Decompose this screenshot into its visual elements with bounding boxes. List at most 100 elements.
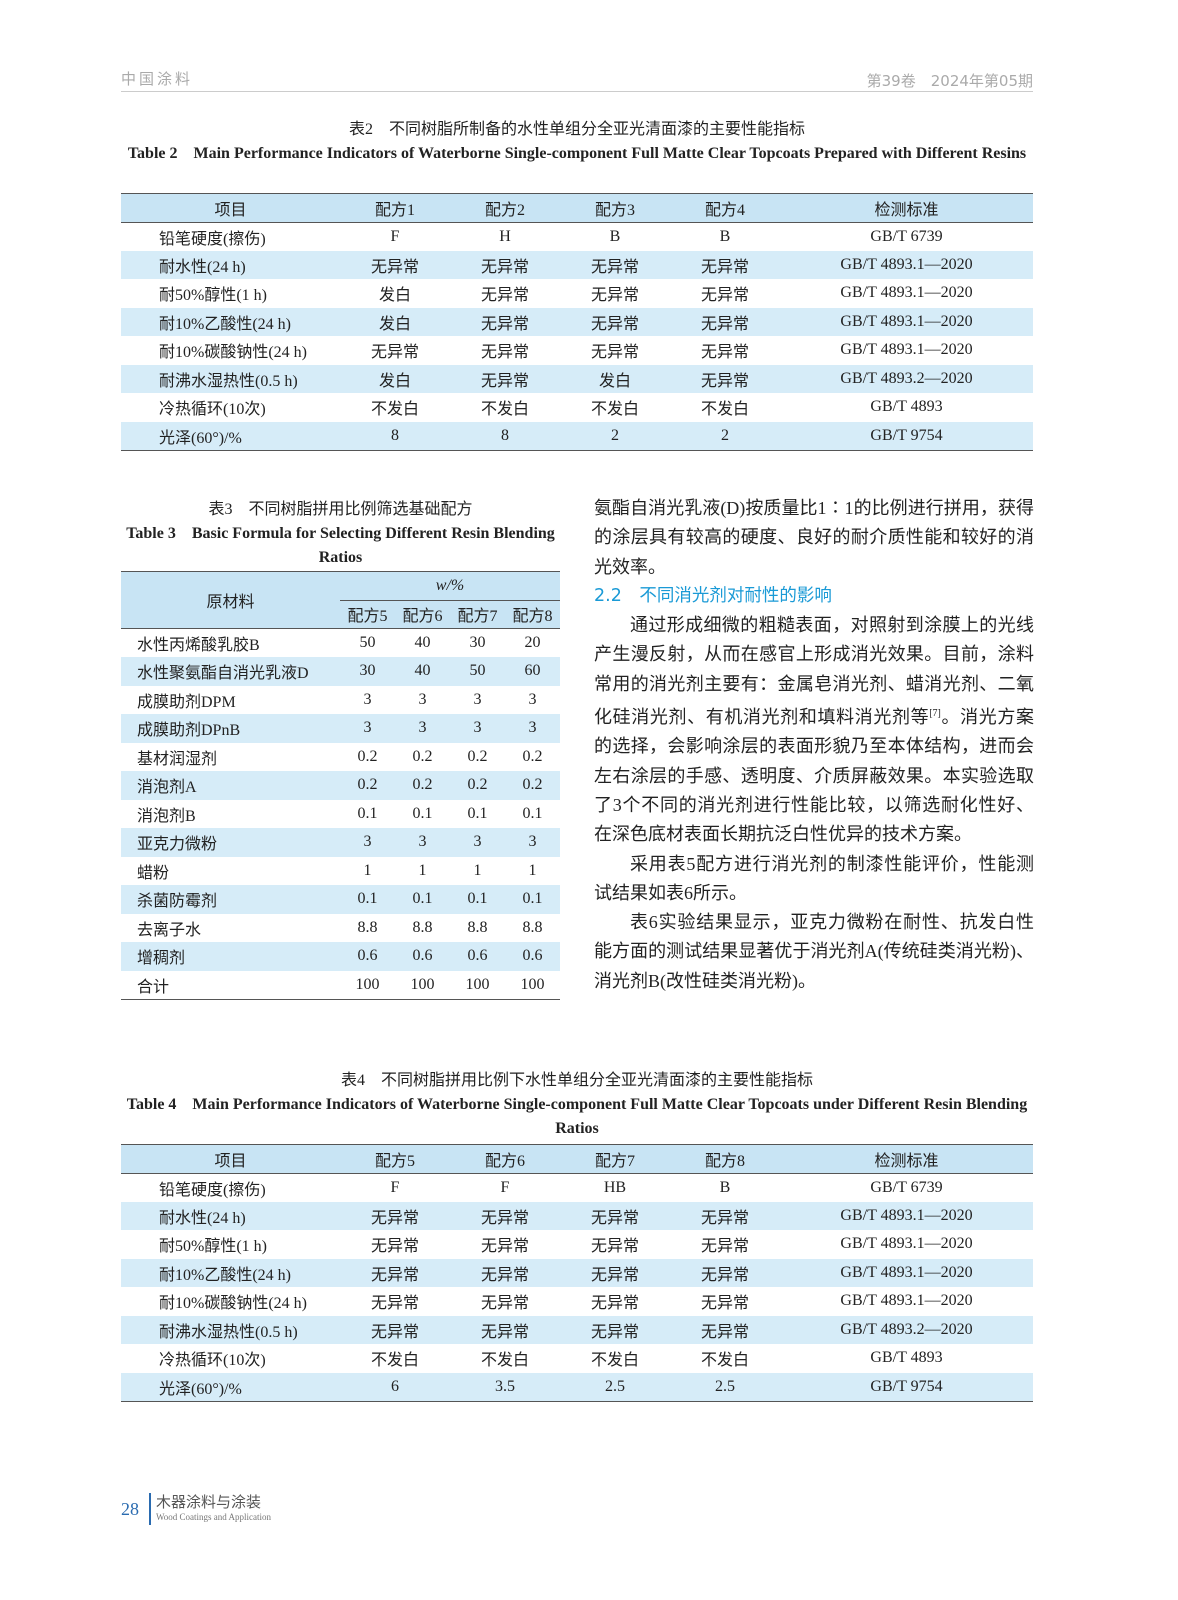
citation[interactable]: [7]: [929, 708, 941, 720]
row-label: 冷热循环(10次): [159, 1352, 266, 1370]
row-label: 光泽(60°)/%: [159, 1380, 242, 1398]
table-cell: 50: [359, 634, 376, 651]
table-cell: 40: [414, 662, 431, 680]
table-cell: GB/T 4893: [870, 398, 943, 416]
table-cell: 3: [418, 719, 427, 737]
table-cell: 8: [391, 426, 399, 444]
table-cell: 1: [363, 861, 372, 879]
row-label: 耐沸水湿热性(0.5 h): [159, 372, 298, 390]
table-cell: 3: [473, 719, 482, 737]
row-label: 耐10%碳酸钠性(24 h): [159, 344, 307, 362]
table-cell: HB: [603, 1178, 627, 1196]
table-cell: 无异常: [480, 1295, 529, 1313]
row-label: 增稠剂: [137, 950, 186, 968]
table-row: 成膜助剂DPM 3 3 3 3: [121, 686, 560, 715]
table-cell: 30: [469, 634, 486, 651]
table-cell: F: [390, 227, 400, 245]
table-cell: 0.1: [357, 804, 378, 822]
table-cell: 无异常: [590, 1295, 639, 1313]
table-row: 冷热循环(10次) 不发白 不发白 不发白 不发白 GB/T 4893: [121, 393, 1033, 422]
table-cell: 0.6: [357, 947, 378, 965]
table-cell: 0.6: [467, 947, 488, 965]
column-header: 配方5: [374, 1152, 415, 1170]
table-cell: 30: [359, 662, 376, 680]
footer-journal-en: Wood Coatings and Application: [156, 1512, 272, 1522]
table-cell: 无异常: [480, 1209, 529, 1227]
table-row: 耐水性(24 h) 无异常 无异常 无异常 无异常 GB/T 4893.1—2020: [121, 1201, 1033, 1230]
table-cell: 发白: [378, 315, 411, 333]
table-cell: 0.6: [412, 947, 433, 965]
table-cell: 无异常: [700, 1323, 749, 1341]
table-cell: H: [499, 227, 511, 245]
table-cell: 1: [528, 861, 537, 879]
table-row: 成膜助剂DPnB 3 3 3 3: [121, 714, 560, 743]
table-cell: 无异常: [590, 315, 639, 333]
table-cell: 3: [528, 719, 537, 737]
table-cell: GB/T 4893.1—2020: [840, 284, 973, 302]
column-header: 检测标准: [874, 1152, 939, 1170]
column-header: 配方7: [457, 608, 498, 626]
table-cell: 8.8: [522, 918, 543, 936]
row-label: 杀菌防霉剂: [137, 893, 218, 911]
table-row: 耐10%碳酸钠性(24 h) 无异常 无异常 无异常 无异常 GB/T 4893.1—20…: [121, 1287, 1033, 1316]
table-cell: 无异常: [700, 1238, 749, 1256]
table-cell: 不发白: [370, 1352, 419, 1370]
table-cell: GB/T 6739: [870, 227, 943, 245]
paragraph: 采用表5配方进行消光剂的制漆性能评价，性能测试结果如表6所示。: [594, 853, 1034, 903]
table-cell: 8: [501, 426, 509, 444]
table-row: 耐10%碳酸钠性(24 h) 无异常 无异常 无异常 无异常 GB/T 4893.1—20…: [121, 336, 1033, 365]
row-label: 耐50%醇性(1 h): [159, 1238, 267, 1256]
row-label: 铅笔硬度(擦伤): [159, 1181, 266, 1199]
row-label: 消泡剂B: [137, 807, 196, 825]
table-cell: 0.2: [522, 747, 543, 765]
table-cell: 3.5: [495, 1377, 515, 1395]
table-cell: 3: [528, 690, 537, 708]
table-cell: 无异常: [590, 1266, 639, 1284]
table-row: 去离子水 8.8 8.8 8.8 8.8: [121, 914, 560, 943]
table2-caption: 表2 不同树脂所制备的水性单组分全亚光清面漆的主要性能指标 Table 2 Ma…: [121, 118, 1033, 166]
table-cell: 不发白: [480, 401, 529, 419]
table-row: 水性丙烯酸乳胶B 50 40 30 20: [121, 629, 560, 658]
table-row: 基材润湿剂 0.2 0.2 0.2 0.2: [121, 743, 560, 772]
table-cell: GB/T 4893.1—2020: [840, 1206, 973, 1224]
column-header: 配方6: [484, 1152, 525, 1170]
table-cell: 无异常: [590, 258, 639, 276]
table-cell: 0.1: [412, 890, 433, 908]
row-label: 耐50%醇性(1 h): [159, 287, 267, 305]
table-cell: 3: [473, 690, 482, 708]
column-header: 配方5: [347, 608, 388, 626]
table-cell: 无异常: [370, 258, 419, 276]
header-divider: [121, 91, 1033, 92]
table-cell: F: [500, 1178, 510, 1196]
table-cell: 100: [520, 975, 545, 993]
table-cell: 2.5: [605, 1377, 625, 1395]
table-cell: 无异常: [480, 258, 529, 276]
table-cell: 1: [418, 861, 427, 879]
table-cell: 8.8: [357, 918, 378, 936]
row-label: 基材润湿剂: [137, 750, 218, 768]
table-cell: 0.2: [357, 747, 378, 765]
header-row: 项目 配方1 配方2 配方3 配方4 检测标准: [121, 193, 1033, 222]
table-cell: B: [719, 227, 731, 245]
journal-name: 中国涂料: [121, 70, 194, 88]
table-cell: 3: [363, 719, 372, 737]
table-cell: 发白: [598, 372, 631, 390]
table-row: 铅笔硬度(擦伤) F F HB B GB/T 6739: [121, 1173, 1033, 1202]
table-row: 耐沸水湿热性(0.5 h) 发白 无异常 发白 无异常 GB/T 4893.2—2020: [121, 364, 1033, 393]
table3-caption: 表3 不同树脂拼用比例筛选基础配方 Table 3 Basic Formula …: [121, 498, 560, 570]
table-cell: 0.1: [357, 890, 378, 908]
table-cell: 无异常: [480, 372, 529, 390]
table-cell: 2: [611, 426, 619, 444]
table-cell: 无异常: [370, 1295, 419, 1313]
table-cell: 不发白: [370, 401, 419, 419]
table2-caption-en: Table 2 Main Performance Indicators of W…: [127, 145, 1027, 162]
table-cell: 8.8: [467, 918, 488, 936]
table-cell: 0.2: [412, 747, 433, 765]
table-cell: 不发白: [700, 1352, 749, 1370]
row-label: 铅笔硬度(擦伤): [159, 230, 266, 248]
row-label: 去离子水: [137, 921, 202, 939]
table-row: 耐50%醇性(1 h) 无异常 无异常 无异常 无异常 GB/T 4893.1—2020: [121, 1230, 1033, 1259]
table2: 项目 配方1 配方2 配方3 配方4 检测标准 铅笔硬度(擦伤) F H B B GB/T 6739 耐…: [121, 193, 1033, 451]
table-cell: 不发白: [590, 1352, 639, 1370]
table-row: 铅笔硬度(擦伤) F H B B GB/T 6739: [121, 222, 1033, 251]
